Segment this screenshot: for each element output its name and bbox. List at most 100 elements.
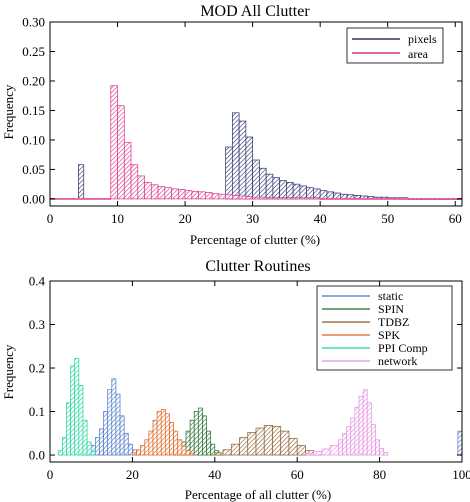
histogram-bar — [306, 187, 314, 200]
chart-panel-mod-all-clutter: MOD All Clutter 0 10 20 30 40 50 60 0.00 0.05 0.1… — [1, 3, 463, 247]
plot-frame — [49, 21, 463, 207]
y-tick-label: 0.4 — [29, 274, 46, 289]
histogram-bar — [117, 105, 125, 200]
histogram-bar — [232, 195, 240, 200]
legend-label-static: static — [378, 289, 403, 303]
x-tick-label: 100 — [452, 467, 470, 482]
x-tick-label: 50 — [381, 211, 394, 226]
x-tick-label: 80 — [373, 467, 386, 482]
histogram-bar — [238, 120, 247, 200]
histogram-bar — [50, 197, 112, 200]
histogram-bar — [239, 437, 249, 456]
histogram-bar — [144, 182, 152, 200]
legend-box — [316, 285, 453, 371]
histogram-bar — [191, 190, 199, 200]
histogram-bar — [342, 432, 347, 456]
legend-box — [346, 27, 444, 64]
histogram-bar — [57, 450, 63, 456]
histogram-bar — [132, 452, 137, 456]
series-static — [82, 378, 462, 456]
histogram-bar — [169, 422, 174, 456]
histogram-bar — [379, 448, 385, 456]
histogram-bar — [140, 445, 146, 456]
histogram-bar — [313, 451, 323, 456]
y-tick-label: 0.20 — [22, 73, 45, 88]
histogram-bar — [222, 449, 232, 456]
histogram-bar — [127, 443, 133, 456]
legend-label-ppi-comp: PPI Comp — [378, 341, 428, 355]
histogram-bar — [123, 141, 132, 200]
histogram-bar — [152, 419, 158, 456]
series-ppi-comp — [57, 358, 96, 456]
y-tick-label: 0.25 — [22, 44, 45, 59]
histogram-bar — [111, 378, 117, 456]
histogram-bar — [202, 415, 207, 456]
histogram-bar — [198, 191, 206, 200]
x-tick-label: 40 — [208, 467, 221, 482]
histogram-bar — [383, 452, 389, 456]
x-tick-label: 20 — [179, 211, 192, 226]
histogram-bar — [350, 417, 356, 456]
histogram-bar — [321, 448, 331, 456]
histogram-bar — [90, 451, 96, 456]
y-tick-label: 0.05 — [22, 162, 45, 177]
x-tick-label: 40 — [314, 211, 327, 226]
legend: static SPIN TDBZ SPK PPI Comp network — [316, 285, 453, 371]
histogram-bar — [230, 443, 240, 456]
histogram-bar — [288, 438, 298, 456]
histogram-bar — [66, 402, 71, 456]
histogram-bar — [177, 439, 183, 456]
plot-area: 0 20 40 60 80 100 0.0 0.1 0.2 0.3 0.4 — [29, 274, 470, 483]
histogram-bar — [362, 389, 368, 456]
histogram-bar — [130, 164, 139, 200]
histogram-bar — [245, 136, 253, 200]
histogram-bar — [171, 188, 179, 200]
histogram-bar — [78, 164, 85, 200]
histogram-bar — [272, 177, 280, 200]
histogram-bar — [144, 439, 150, 456]
histogram-bar — [225, 146, 233, 200]
histogram-bar — [160, 409, 166, 456]
y-tick-label: 0.00 — [22, 191, 45, 206]
histogram-bar — [150, 184, 159, 200]
histogram-bar — [292, 183, 301, 200]
histogram-bar — [136, 449, 141, 456]
histogram-bar — [82, 419, 88, 456]
histogram-bar — [299, 185, 308, 200]
histogram-bar — [115, 393, 121, 456]
bars — [50, 85, 462, 200]
histogram-bar — [86, 441, 92, 456]
histogram-bar — [346, 426, 352, 456]
histogram-bar — [78, 385, 84, 456]
y-tick-label: 0.15 — [22, 103, 45, 118]
legend-label-pixels: pixels — [408, 32, 437, 46]
y-tick-label: 0.30 — [22, 15, 45, 30]
chart-title: MOD All Clutter — [200, 3, 310, 20]
legend-label-area: area — [408, 47, 429, 61]
histogram-bar — [107, 389, 113, 456]
histogram-bar — [148, 430, 154, 456]
histogram-bar — [204, 192, 213, 200]
x-tick-label: 10 — [111, 211, 124, 226]
histogram-bar — [255, 427, 265, 456]
histogram-bar — [189, 419, 195, 456]
histogram-bar — [286, 182, 294, 200]
histogram-bar — [119, 415, 125, 456]
histogram-bar — [185, 450, 191, 456]
y-axis-label: Frequency — [1, 84, 16, 139]
histogram-bar — [319, 197, 462, 200]
legend-label-network: network — [378, 354, 417, 368]
histogram-bar — [232, 112, 240, 200]
histogram-bar — [110, 85, 118, 200]
bars — [57, 358, 462, 456]
histogram-bar — [210, 443, 216, 456]
x-tick-label: 0 — [47, 211, 54, 226]
histogram-bar — [263, 425, 273, 456]
histogram-bar — [103, 411, 109, 456]
series-spk — [132, 409, 195, 456]
histogram-bar — [371, 424, 376, 456]
legend: pixels area — [346, 27, 444, 64]
histogram-bar — [279, 180, 287, 200]
histogram-bar — [214, 452, 224, 456]
